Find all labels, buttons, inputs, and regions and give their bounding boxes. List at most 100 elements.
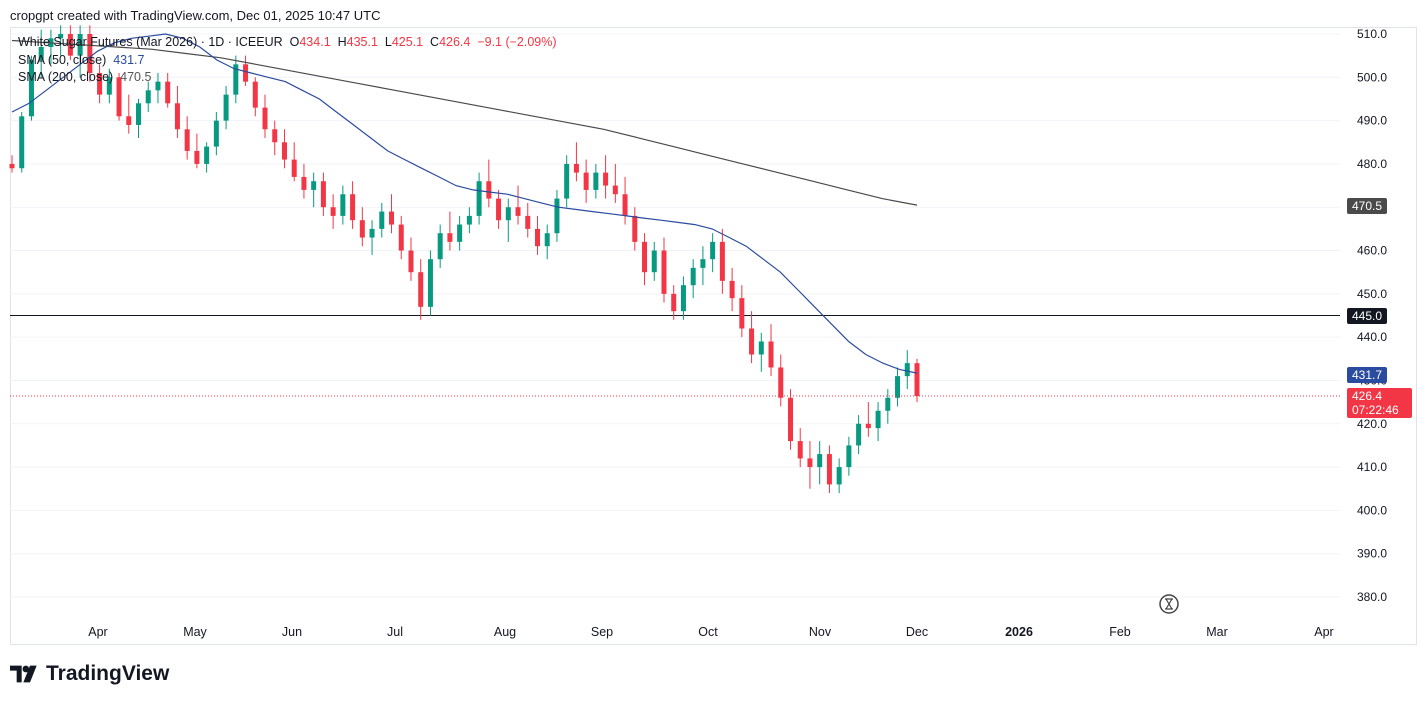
y-tick-label: 500.0 <box>1357 70 1387 84</box>
candle-body <box>758 341 764 355</box>
candle-body <box>826 454 832 485</box>
candle-body <box>486 181 492 199</box>
candle-body <box>340 194 346 216</box>
sma50-legend[interactable]: SMA (50, close) 431.7 <box>18 53 144 67</box>
candle-body <box>505 207 511 221</box>
candle-body <box>379 211 385 229</box>
y-tick-label: 400.0 <box>1357 503 1387 517</box>
candle-body <box>145 90 151 104</box>
candle-body <box>719 241 725 281</box>
y-tick-label: 480.0 <box>1357 157 1387 171</box>
candle-body <box>846 445 852 468</box>
candle-body <box>797 441 803 459</box>
open-value: 434.1 <box>299 35 331 49</box>
candle-body <box>856 423 862 446</box>
sma200-legend[interactable]: SMA (200, close) 470.5 <box>18 70 151 84</box>
candle-body <box>301 176 307 190</box>
sma200-legend-value: 470.5 <box>120 70 152 84</box>
change-value: −9.1 (−2.09%) <box>477 35 557 49</box>
candle-body <box>155 81 161 91</box>
candle-body <box>204 146 210 164</box>
candle-body <box>311 181 317 190</box>
candle-body <box>126 116 132 125</box>
candle-body <box>398 224 404 251</box>
candle-body <box>680 285 686 312</box>
tradingview-logo[interactable]: TradingView <box>10 662 169 686</box>
candle-body <box>710 241 716 260</box>
x-tick-label: May <box>183 625 207 639</box>
x-tick-label: Nov <box>809 625 832 639</box>
candle-body <box>690 267 696 286</box>
candle-body <box>875 410 881 429</box>
sma50-price-tag: 431.7 <box>1347 367 1388 383</box>
candle-body <box>544 233 550 247</box>
candle-body <box>749 328 755 355</box>
candle-body <box>700 259 706 268</box>
symbol-legend[interactable]: White Sugar Futures (Mar 2026) · 1D · IC… <box>18 35 557 49</box>
candle-body <box>427 259 433 307</box>
candle-body <box>739 298 745 329</box>
candle-body <box>904 363 910 377</box>
candle-body <box>515 207 521 216</box>
candle-body <box>593 172 599 190</box>
y-tick-label: 380.0 <box>1357 590 1387 604</box>
candle-body <box>729 280 735 299</box>
x-tick-label: Jul <box>387 625 403 639</box>
chart-attribution: cropgpt created with TradingView.com, De… <box>10 8 381 23</box>
candle-body <box>885 397 891 411</box>
candle-body <box>447 233 453 242</box>
candle-body <box>9 163 15 169</box>
candle-body <box>612 185 618 195</box>
chart-frame[interactable] <box>10 27 1417 645</box>
sma200-label: SMA (200, close) <box>18 70 114 84</box>
x-tick-label: Feb <box>1109 625 1131 639</box>
candle-body <box>389 211 395 225</box>
candle-body <box>865 423 871 429</box>
candle-body <box>291 159 297 177</box>
candle-body <box>194 150 200 164</box>
x-tick-label: Aug <box>494 625 516 639</box>
candle-body <box>262 107 268 130</box>
candle-body <box>836 467 842 485</box>
candle-body <box>28 59 34 117</box>
candle-body <box>573 163 579 173</box>
x-tick-label: Jun <box>282 625 302 639</box>
candle-body <box>359 220 365 238</box>
candle-body <box>272 129 278 143</box>
candle-body <box>233 64 239 95</box>
candle-body <box>564 163 570 199</box>
candle-body <box>165 81 171 104</box>
candle-body <box>106 77 112 95</box>
candle-body <box>496 198 502 221</box>
candle-body <box>223 94 229 121</box>
candle-body <box>320 181 326 208</box>
y-tick-label: 410.0 <box>1357 460 1387 474</box>
candle-body <box>914 363 920 397</box>
candle-body <box>418 272 424 307</box>
tradingview-logo-icon <box>10 665 37 683</box>
tradingview-logo-text: TradingView <box>46 662 170 685</box>
y-tick-label: 460.0 <box>1357 244 1387 258</box>
y-tick-label: 390.0 <box>1357 547 1387 561</box>
candle-body <box>895 376 901 398</box>
candle-body <box>369 228 375 238</box>
symbol-title: White Sugar Futures (Mar 2026) · 1D · IC… <box>18 35 283 49</box>
y-tick-label: 450.0 <box>1357 287 1387 301</box>
candle-body <box>184 129 190 151</box>
candle-body <box>243 64 249 82</box>
high-label: H <box>337 35 347 49</box>
candle-body <box>534 228 540 247</box>
candle-body <box>651 250 657 273</box>
candle-body <box>437 233 443 260</box>
close-value: 426.4 <box>439 35 471 49</box>
candle-body <box>807 458 813 468</box>
candle-body <box>174 103 180 130</box>
candle-body <box>632 215 638 242</box>
candle-body <box>408 250 414 273</box>
candle-body <box>671 293 677 312</box>
candle-body <box>87 34 93 73</box>
hourglass-icon <box>1165 598 1173 610</box>
y-tick-label: 510.0 <box>1357 27 1387 41</box>
x-tick-label: Apr <box>88 625 107 639</box>
